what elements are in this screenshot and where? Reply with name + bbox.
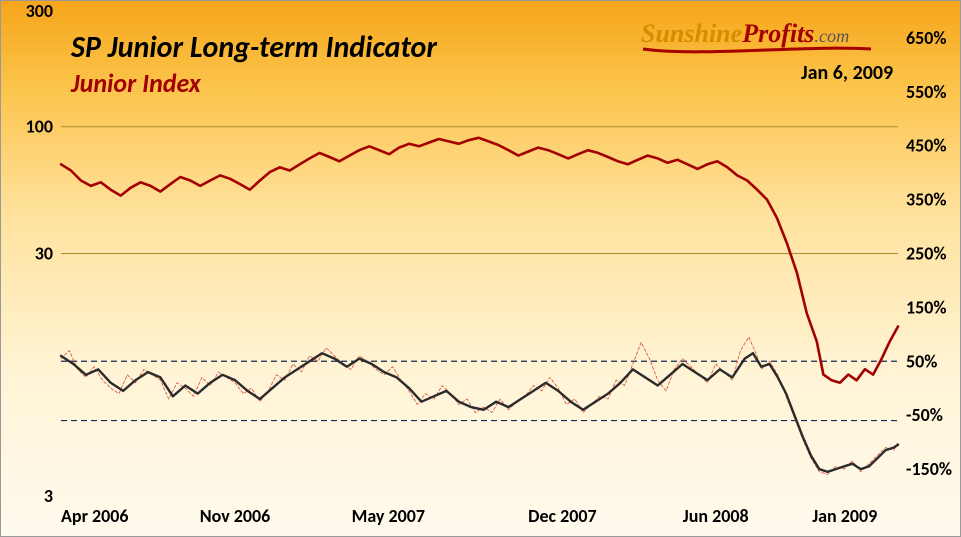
svg-text:550%: 550% — [906, 81, 947, 103]
series-indicator-thin — [61, 337, 898, 474]
svg-text:150%: 150% — [906, 296, 947, 318]
svg-text:350%: 350% — [906, 189, 947, 211]
svg-text:Jan 2009: Jan 2009 — [812, 505, 877, 527]
svg-text:3: 3 — [44, 485, 53, 507]
svg-text:30: 30 — [35, 242, 53, 264]
svg-text:100: 100 — [26, 116, 53, 138]
svg-text:50%: 50% — [906, 350, 937, 372]
gridlines — [61, 127, 898, 254]
svg-text:Dec 2007: Dec 2007 — [528, 505, 597, 527]
svg-text:Nov 2006: Nov 2006 — [200, 505, 271, 527]
y-axis-left: 300 100 30 3 — [26, 1, 53, 507]
series-indicator-main — [61, 353, 898, 472]
svg-text:Jun 2008: Jun 2008 — [683, 505, 749, 527]
svg-text:300: 300 — [26, 1, 53, 22]
chart-plot: 300 100 30 3 650% 550% 450% 350% 250% 150% 50% -50… — [1, 1, 961, 537]
svg-text:650%: 650% — [906, 27, 947, 49]
x-axis: Apr 2006 Nov 2006 May 2007 Dec 2007 Jun 2008… — [61, 505, 877, 527]
svg-text:-150%: -150% — [906, 458, 952, 480]
series-junior-index — [61, 138, 898, 383]
svg-text:450%: 450% — [906, 135, 947, 157]
svg-text:-50%: -50% — [906, 404, 943, 426]
svg-text:250%: 250% — [906, 243, 947, 265]
svg-text:Apr 2006: Apr 2006 — [61, 505, 129, 527]
svg-text:May 2007: May 2007 — [352, 505, 425, 527]
y-axis-right: 650% 550% 450% 350% 250% 150% 50% -50% -150% — [906, 27, 952, 480]
chart-container: { "layout": { "width": 961, "height": 53… — [0, 0, 961, 537]
